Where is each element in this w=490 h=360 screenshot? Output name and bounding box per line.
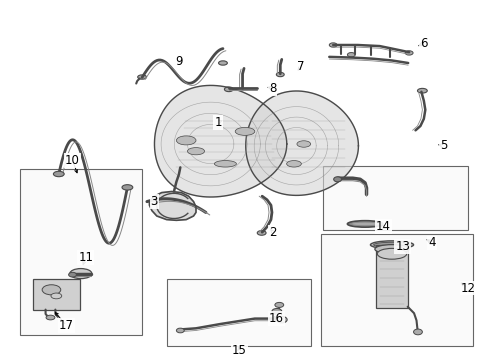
Ellipse shape [417, 89, 427, 93]
Bar [323, 166, 468, 230]
Text: 13: 13 [395, 240, 410, 253]
Ellipse shape [414, 329, 422, 335]
Ellipse shape [42, 285, 61, 295]
Ellipse shape [219, 61, 227, 65]
Text: 5: 5 [440, 139, 448, 152]
Text: 9: 9 [175, 55, 183, 68]
Text: 12: 12 [461, 282, 475, 294]
Ellipse shape [375, 245, 409, 253]
Text: 14: 14 [376, 220, 391, 233]
Ellipse shape [69, 272, 76, 277]
Ellipse shape [347, 53, 355, 57]
Ellipse shape [329, 43, 337, 47]
Ellipse shape [51, 293, 62, 299]
Text: 16: 16 [269, 312, 284, 325]
Bar [20, 169, 142, 335]
Ellipse shape [70, 269, 92, 279]
Polygon shape [246, 91, 359, 195]
Text: 2: 2 [269, 226, 277, 239]
Ellipse shape [224, 87, 233, 91]
Ellipse shape [214, 161, 237, 167]
Ellipse shape [138, 75, 147, 79]
Ellipse shape [374, 242, 411, 247]
Ellipse shape [370, 241, 414, 249]
Ellipse shape [276, 316, 287, 323]
Bar [167, 279, 311, 346]
Text: 8: 8 [269, 82, 276, 95]
Ellipse shape [276, 72, 284, 77]
Bar [321, 234, 473, 346]
Ellipse shape [53, 171, 64, 177]
Ellipse shape [405, 51, 413, 55]
Text: 3: 3 [150, 195, 158, 208]
Ellipse shape [351, 222, 379, 226]
Bar [33, 279, 80, 310]
Ellipse shape [377, 248, 407, 259]
Polygon shape [149, 192, 196, 220]
Ellipse shape [287, 161, 301, 167]
Text: 6: 6 [420, 37, 428, 50]
Text: 7: 7 [297, 60, 305, 73]
Ellipse shape [235, 127, 255, 135]
Polygon shape [154, 85, 287, 197]
Ellipse shape [297, 141, 311, 147]
Ellipse shape [122, 185, 133, 190]
Bar [376, 245, 408, 308]
Ellipse shape [46, 315, 55, 320]
Ellipse shape [347, 221, 383, 227]
Ellipse shape [272, 309, 282, 314]
Text: 15: 15 [232, 345, 246, 357]
Text: 4: 4 [428, 237, 436, 249]
Ellipse shape [257, 231, 266, 235]
Text: 1: 1 [214, 116, 222, 129]
Text: 11: 11 [78, 251, 93, 264]
Ellipse shape [334, 177, 342, 182]
Ellipse shape [275, 302, 284, 307]
Text: 17: 17 [59, 319, 74, 332]
Ellipse shape [176, 328, 184, 333]
Ellipse shape [176, 136, 196, 145]
Text: 10: 10 [65, 154, 80, 167]
Ellipse shape [188, 148, 205, 155]
